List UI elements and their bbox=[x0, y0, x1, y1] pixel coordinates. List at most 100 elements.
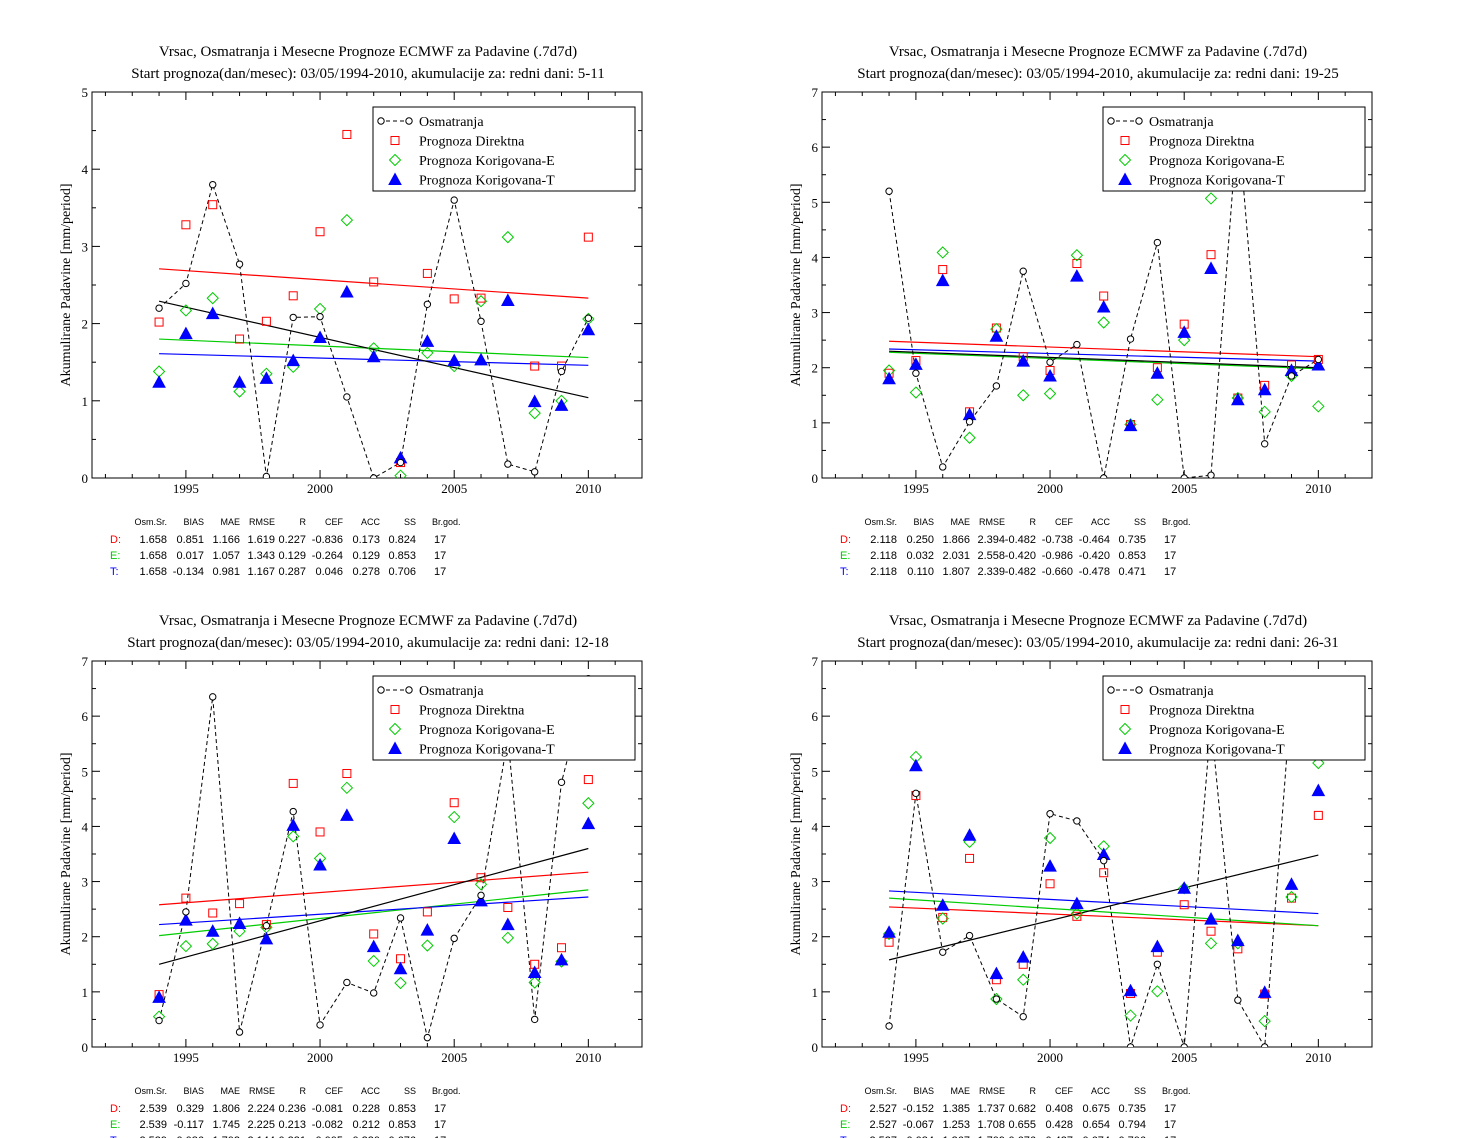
obs-point bbox=[450, 196, 458, 204]
stats-row-label: D: bbox=[110, 1103, 121, 1115]
obs-point bbox=[1073, 817, 1081, 825]
corr-t-point bbox=[152, 375, 166, 388]
corr-t-point bbox=[1311, 783, 1326, 797]
chart-title: Vrsac, Osmatranja i Mesecne Prognoze ECM… bbox=[159, 44, 577, 60]
direct-point bbox=[449, 798, 459, 808]
stats-header: MAE bbox=[950, 1086, 970, 1096]
stats-header: R bbox=[300, 1086, 307, 1096]
obs-point bbox=[209, 693, 217, 701]
stats-value: 1.166 bbox=[212, 534, 240, 546]
stats-value: 17 bbox=[434, 550, 446, 562]
corr-t-point bbox=[232, 375, 247, 388]
corr-e-point bbox=[179, 939, 193, 953]
stats-header: Osm.Sr. bbox=[134, 517, 167, 527]
corr-e-point bbox=[963, 431, 976, 444]
corr-t-point bbox=[989, 966, 1004, 980]
corr-t-trend-line bbox=[889, 348, 1319, 362]
corr-e-point bbox=[447, 810, 461, 824]
x-tick-label: 2000 bbox=[307, 481, 333, 496]
obs-point bbox=[504, 460, 512, 468]
stats-header: SS bbox=[1134, 517, 1146, 527]
stats-header: Osm.Sr. bbox=[134, 1086, 167, 1096]
legend: Osmatranja Prognoza Direktna Prognoza Kori… bbox=[1102, 106, 1366, 192]
legend-label: Prognoza Direktna bbox=[419, 704, 525, 719]
stats-value: -0.660 bbox=[1042, 566, 1073, 578]
corr-t-point bbox=[366, 939, 381, 953]
x-tick-label: 2000 bbox=[307, 1050, 333, 1065]
corr-t-point bbox=[259, 931, 274, 945]
stats-header: Osm.Sr. bbox=[864, 1086, 897, 1096]
direct-point bbox=[503, 902, 513, 912]
chart-title: Vrsac, Osmatranja i Mesecne Prognoze ECM… bbox=[889, 613, 1307, 629]
legend-marker-2 bbox=[388, 722, 402, 736]
y-tick-label: 6 bbox=[82, 709, 89, 724]
stats-value: 0.853 bbox=[388, 1103, 416, 1115]
obs-point bbox=[423, 1033, 432, 1042]
y-tick-label: 7 bbox=[812, 654, 819, 669]
direct-trend-line bbox=[889, 340, 1319, 358]
stats-value: 0.706 bbox=[388, 566, 416, 578]
obs-point bbox=[1100, 474, 1108, 478]
corr-t-point bbox=[1150, 939, 1165, 953]
legend-marker-1 bbox=[390, 136, 400, 145]
stats-value: 0.046 bbox=[315, 566, 343, 578]
corr-e-trend-line bbox=[159, 889, 589, 937]
corr-t-point bbox=[179, 326, 193, 340]
legend-marker-1 bbox=[1120, 136, 1130, 145]
direct-point bbox=[342, 129, 352, 139]
corr-t-point bbox=[989, 329, 1004, 342]
legend-marker-2 bbox=[388, 153, 402, 167]
stats-value: 0.735 bbox=[1118, 1103, 1146, 1115]
stats-value: 0.676 bbox=[388, 1135, 416, 1138]
legend-obs-marker bbox=[1107, 117, 1115, 125]
obs-dashed-line bbox=[158, 182, 589, 478]
stats-value: 0.735 bbox=[1118, 534, 1146, 546]
stats-value: 0.129 bbox=[352, 550, 380, 562]
stats-table: Osm.Sr. BIAS MAE RMSE R CEF ACC SS Br.god. D: 1.65… bbox=[110, 517, 461, 578]
corr-t-point bbox=[366, 349, 381, 363]
obs-point bbox=[939, 463, 947, 471]
corr-e-point bbox=[1204, 192, 1218, 205]
stats-value: 17 bbox=[434, 1119, 446, 1131]
corr-e-point bbox=[179, 304, 193, 317]
x-tick-label: 2010 bbox=[575, 1050, 601, 1065]
corr-e-point bbox=[1177, 333, 1191, 347]
stats-row-label: D: bbox=[110, 534, 121, 546]
stats-value: 0.853 bbox=[388, 550, 416, 562]
y-tick-label: 4 bbox=[82, 819, 89, 834]
x-tick-label: 2010 bbox=[575, 481, 601, 496]
stats-value: 2.339 bbox=[977, 566, 1005, 578]
corr-t-point bbox=[1204, 261, 1218, 274]
direct-point bbox=[422, 268, 432, 278]
stats-value: 2.225 bbox=[247, 1119, 275, 1131]
obs-point bbox=[965, 931, 974, 940]
chart-title: Vrsac, Osmatranja i Mesecne Prognoze ECM… bbox=[889, 44, 1307, 60]
corr-t-trend-line bbox=[159, 896, 589, 926]
corr-t-point bbox=[1016, 950, 1031, 963]
stats-value: -0.264 bbox=[312, 550, 343, 562]
direct-point bbox=[1045, 879, 1055, 889]
stats-value: 1.807 bbox=[942, 566, 970, 578]
direct-point bbox=[369, 929, 379, 939]
stats-value: -0.420 bbox=[1079, 550, 1110, 562]
stats-header: CEF bbox=[1055, 517, 1074, 527]
obs-dashed-line bbox=[888, 119, 1319, 478]
legend-box bbox=[372, 106, 636, 192]
stats-header: MAE bbox=[220, 1086, 240, 1096]
corr-t-point bbox=[909, 357, 923, 370]
y-tick-label: 0 bbox=[812, 1040, 819, 1055]
corr-t-point bbox=[581, 816, 596, 830]
y-tick-label: 5 bbox=[82, 85, 89, 100]
legend-obs-marker bbox=[1135, 117, 1143, 125]
stats-row-label: D: bbox=[840, 1103, 851, 1115]
obs-point bbox=[262, 921, 271, 930]
obs-point bbox=[209, 180, 217, 189]
stats-header: ACC bbox=[361, 1086, 381, 1096]
obs-point bbox=[1046, 358, 1054, 366]
obs-point bbox=[477, 891, 485, 900]
stats-value: -0.117 bbox=[174, 1119, 204, 1131]
direct-point bbox=[476, 293, 486, 303]
stats-header: RMSE bbox=[249, 517, 275, 527]
legend-obs-marker bbox=[377, 686, 385, 694]
stats-value: 1.167 bbox=[247, 566, 275, 578]
